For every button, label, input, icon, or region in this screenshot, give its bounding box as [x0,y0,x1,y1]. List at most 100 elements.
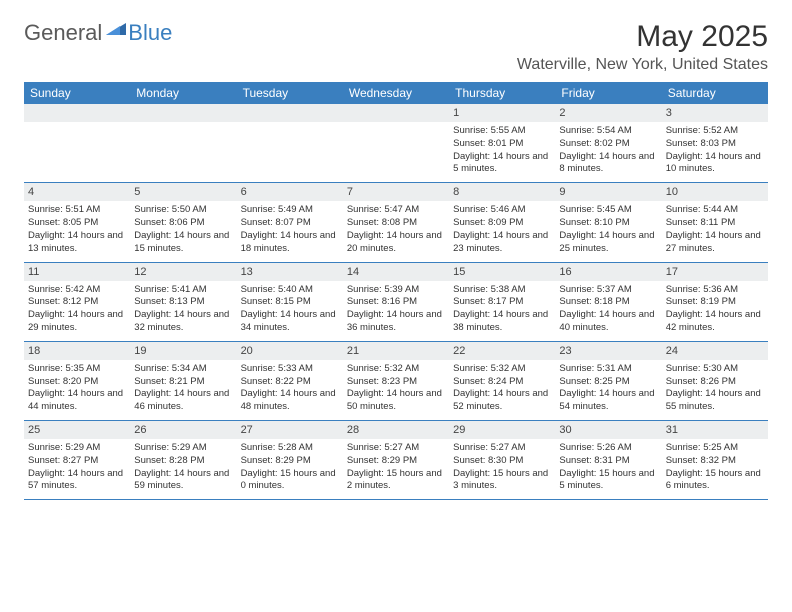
calendar-cell [343,104,449,182]
sunrise-text: Sunrise: 5:27 AM [347,442,445,455]
daylight-text: Daylight: 14 hours and 34 minutes. [241,309,339,335]
day-header: Tuesday [237,82,343,104]
daylight-text: Daylight: 14 hours and 38 minutes. [453,309,551,335]
calendar-cell: 4Sunrise: 5:51 AMSunset: 8:05 PMDaylight… [24,183,130,261]
day-info: Sunrise: 5:34 AMSunset: 8:21 PMDaylight:… [134,363,232,414]
day-info: Sunrise: 5:46 AMSunset: 8:09 PMDaylight:… [453,204,551,255]
daylight-text: Daylight: 14 hours and 29 minutes. [28,309,126,335]
location-subtitle: Waterville, New York, United States [517,56,768,74]
sunset-text: Sunset: 8:29 PM [241,455,339,468]
sunrise-text: Sunrise: 5:45 AM [559,204,657,217]
sunset-text: Sunset: 8:05 PM [28,217,126,230]
sunrise-text: Sunrise: 5:41 AM [134,284,232,297]
daylight-text: Daylight: 14 hours and 27 minutes. [666,230,764,256]
sunrise-text: Sunrise: 5:31 AM [559,363,657,376]
day-info: Sunrise: 5:29 AMSunset: 8:27 PMDaylight:… [28,442,126,493]
sunrise-text: Sunrise: 5:35 AM [28,363,126,376]
daylight-text: Daylight: 14 hours and 54 minutes. [559,388,657,414]
day-number [237,104,343,122]
day-header: Monday [130,82,236,104]
sunset-text: Sunset: 8:26 PM [666,376,764,389]
day-info: Sunrise: 5:39 AMSunset: 8:16 PMDaylight:… [347,284,445,335]
sunset-text: Sunset: 8:01 PM [453,138,551,151]
calendar-cell: 24Sunrise: 5:30 AMSunset: 8:26 PMDayligh… [662,342,768,420]
sunset-text: Sunset: 8:24 PM [453,376,551,389]
calendar-cell: 17Sunrise: 5:36 AMSunset: 8:19 PMDayligh… [662,263,768,341]
day-info: Sunrise: 5:45 AMSunset: 8:10 PMDaylight:… [559,204,657,255]
day-info: Sunrise: 5:36 AMSunset: 8:19 PMDaylight:… [666,284,764,335]
day-number [343,104,449,122]
calendar-cell [130,104,236,182]
day-info: Sunrise: 5:44 AMSunset: 8:11 PMDaylight:… [666,204,764,255]
sunrise-text: Sunrise: 5:39 AM [347,284,445,297]
day-number: 23 [555,342,661,360]
sunset-text: Sunset: 8:09 PM [453,217,551,230]
logo-text-1: General [24,20,102,46]
day-info: Sunrise: 5:26 AMSunset: 8:31 PMDaylight:… [559,442,657,493]
daylight-text: Daylight: 14 hours and 40 minutes. [559,309,657,335]
day-info: Sunrise: 5:28 AMSunset: 8:29 PMDaylight:… [241,442,339,493]
calendar-cell: 7Sunrise: 5:47 AMSunset: 8:08 PMDaylight… [343,183,449,261]
calendar-grid: SundayMondayTuesdayWednesdayThursdayFrid… [24,82,768,500]
day-info: Sunrise: 5:42 AMSunset: 8:12 PMDaylight:… [28,284,126,335]
week-row: 25Sunrise: 5:29 AMSunset: 8:27 PMDayligh… [24,421,768,500]
daylight-text: Daylight: 14 hours and 36 minutes. [347,309,445,335]
day-info: Sunrise: 5:29 AMSunset: 8:28 PMDaylight:… [134,442,232,493]
logo-triangle-icon [106,21,126,40]
sunrise-text: Sunrise: 5:52 AM [666,125,764,138]
calendar-cell: 8Sunrise: 5:46 AMSunset: 8:09 PMDaylight… [449,183,555,261]
daylight-text: Daylight: 14 hours and 10 minutes. [666,151,764,177]
calendar-cell: 22Sunrise: 5:32 AMSunset: 8:24 PMDayligh… [449,342,555,420]
sunrise-text: Sunrise: 5:42 AM [28,284,126,297]
week-row: 4Sunrise: 5:51 AMSunset: 8:05 PMDaylight… [24,183,768,262]
calendar-cell: 14Sunrise: 5:39 AMSunset: 8:16 PMDayligh… [343,263,449,341]
calendar-cell: 13Sunrise: 5:40 AMSunset: 8:15 PMDayligh… [237,263,343,341]
calendar-cell: 2 Sunrise: 5:54 AMSunset: 8:02 PMDaylight… [555,104,661,182]
sunset-text: Sunset: 8:28 PM [134,455,232,468]
day-info: Sunrise: 5:25 AMSunset: 8:32 PMDaylight:… [666,442,764,493]
sunrise-text: Sunrise: 5:25 AM [666,442,764,455]
daylight-text: Daylight: 14 hours and 25 minutes. [559,230,657,256]
sunset-text: Sunset: 8:03 PM [666,138,764,151]
sunrise-text: Sunrise: 5:50 AM [134,204,232,217]
day-header: Thursday [449,82,555,104]
day-number: 4 [24,183,130,201]
day-info: Sunrise: 5:54 AMSunset: 8:02 PMDaylight:… [559,125,657,176]
day-header: Friday [555,82,661,104]
sunset-text: Sunset: 8:06 PM [134,217,232,230]
day-info: Sunrise: 5:37 AMSunset: 8:18 PMDaylight:… [559,284,657,335]
sunset-text: Sunset: 8:19 PM [666,296,764,309]
calendar-cell: 6Sunrise: 5:49 AMSunset: 8:07 PMDaylight… [237,183,343,261]
sunset-text: Sunset: 8:30 PM [453,455,551,468]
day-number: 30 [555,421,661,439]
calendar-cell [237,104,343,182]
calendar-cell: 20Sunrise: 5:33 AMSunset: 8:22 PMDayligh… [237,342,343,420]
daylight-text: Daylight: 15 hours and 3 minutes. [453,468,551,494]
day-number: 18 [24,342,130,360]
day-number: 15 [449,263,555,281]
sunrise-text: Sunrise: 5:55 AM [453,125,551,138]
day-info: Sunrise: 5:30 AMSunset: 8:26 PMDaylight:… [666,363,764,414]
week-row: 11Sunrise: 5:42 AMSunset: 8:12 PMDayligh… [24,263,768,342]
sunset-text: Sunset: 8:13 PM [134,296,232,309]
month-title: May 2025 [517,20,768,54]
sunset-text: Sunset: 8:27 PM [28,455,126,468]
calendar-cell: 29Sunrise: 5:27 AMSunset: 8:30 PMDayligh… [449,421,555,499]
daylight-text: Daylight: 15 hours and 5 minutes. [559,468,657,494]
sunrise-text: Sunrise: 5:36 AM [666,284,764,297]
day-number: 20 [237,342,343,360]
daylight-text: Daylight: 14 hours and 8 minutes. [559,151,657,177]
day-number: 22 [449,342,555,360]
day-number: 9 [555,183,661,201]
calendar-cell: 27Sunrise: 5:28 AMSunset: 8:29 PMDayligh… [237,421,343,499]
sunset-text: Sunset: 8:22 PM [241,376,339,389]
sunset-text: Sunset: 8:08 PM [347,217,445,230]
sunrise-text: Sunrise: 5:26 AM [559,442,657,455]
sunset-text: Sunset: 8:16 PM [347,296,445,309]
day-number [130,104,236,122]
day-number: 3 [662,104,768,122]
day-number: 21 [343,342,449,360]
day-number: 2 [555,104,661,122]
calendar-cell: 15Sunrise: 5:38 AMSunset: 8:17 PMDayligh… [449,263,555,341]
day-number: 7 [343,183,449,201]
